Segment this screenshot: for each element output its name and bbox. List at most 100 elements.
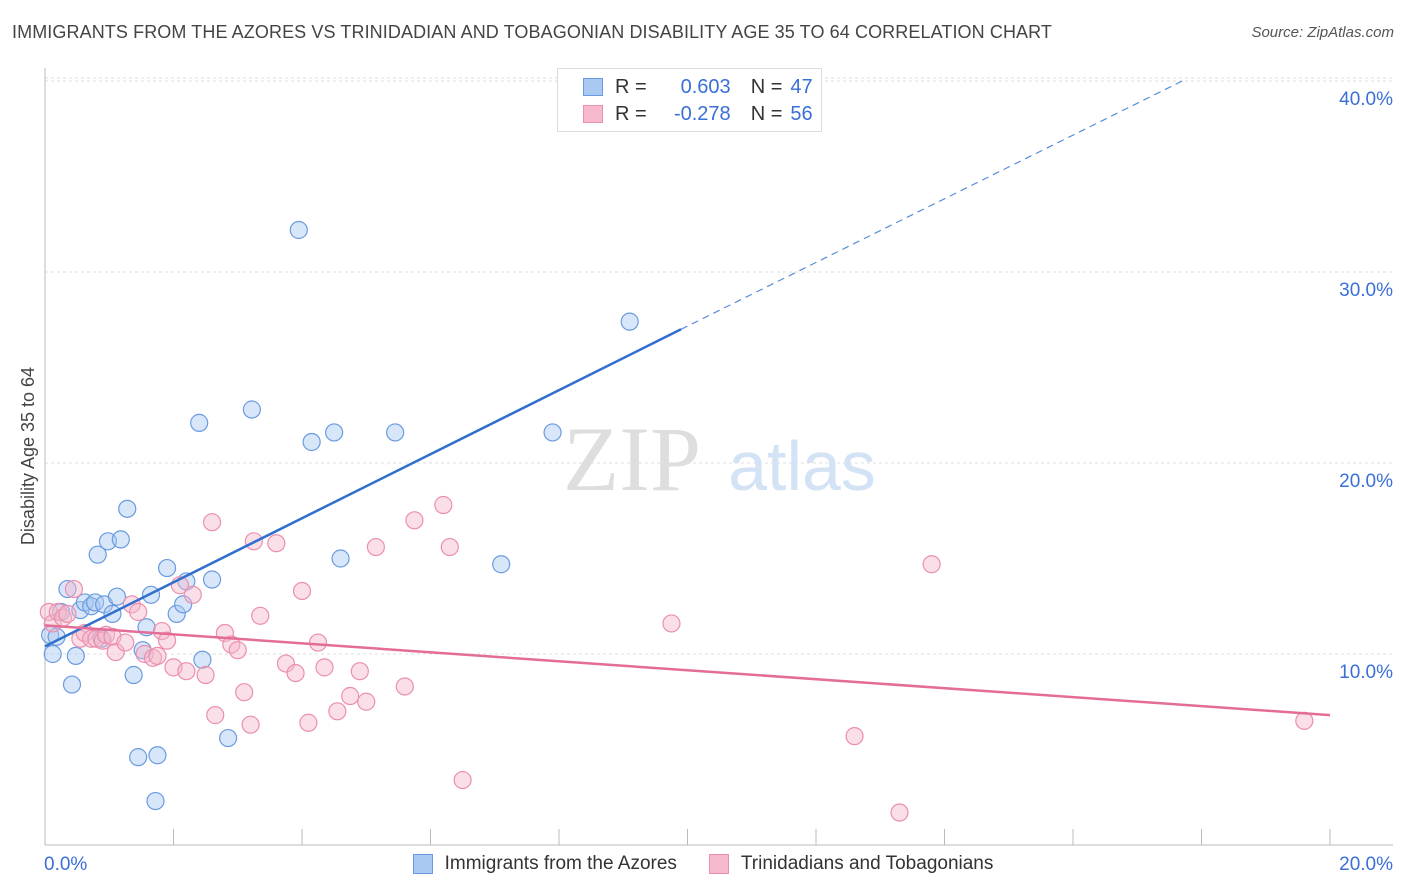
trinidad-point: [202, 513, 222, 532]
trinidad-point: [196, 665, 215, 685]
azores-point: [331, 549, 350, 568]
azores-point: [58, 579, 77, 599]
azores-point: [62, 675, 82, 694]
y-tick-label: 30.0%: [1339, 280, 1393, 301]
trinidad-point: [152, 621, 172, 641]
azores-point: [118, 499, 137, 518]
trinidad-point: [845, 727, 864, 746]
azores-point: [124, 665, 143, 685]
n-value: 47: [790, 75, 813, 98]
trinidad-point: [405, 511, 424, 530]
trinidad-point: [82, 629, 101, 648]
trinidad-point: [267, 534, 286, 553]
trinidad-point: [395, 677, 414, 696]
watermark-atlas: atlas: [728, 427, 876, 505]
y-tick-label: 10.0%: [1339, 662, 1393, 683]
azores-point: [193, 650, 212, 669]
trinidad-point: [93, 631, 112, 650]
azores-swatch: [583, 78, 603, 96]
trinidad-point: [890, 803, 909, 822]
trinidad-point: [235, 683, 254, 702]
trinidad-point: [241, 715, 260, 734]
n-value: 56: [790, 102, 813, 125]
legend-label-azores: Immigrants from the Azores: [444, 853, 677, 874]
trinidad-point: [148, 646, 167, 666]
trinidad-point: [64, 579, 84, 599]
trinidad-point: [315, 658, 334, 677]
stats-legend: R = 0.603 N = 47 R = -0.278 N = 56: [557, 68, 822, 132]
r-value: 0.603: [680, 75, 731, 98]
source-label: Source: ZipAtlas.com: [1251, 24, 1394, 41]
legend-item-azores: Immigrants from the Azores: [412, 853, 677, 875]
trinidad-point: [366, 537, 385, 557]
data-points: [39, 220, 1314, 822]
x-tick-label: 20.0%: [1339, 854, 1393, 875]
azores-point: [111, 530, 130, 549]
trinidad-legend-swatch: [708, 854, 729, 874]
legend-item-trinidad: Trinidadians and Tobagonians: [708, 853, 994, 875]
azores-point: [107, 587, 127, 606]
legend-label-trinidad: Trinidadians and Tobagonians: [740, 853, 994, 874]
azores-point: [386, 423, 405, 442]
trinidad-swatch: [583, 105, 603, 123]
trinidad-point: [434, 495, 453, 515]
r-label: R =: [615, 102, 647, 125]
azores-point: [174, 595, 193, 614]
trinidad-point: [308, 633, 328, 652]
stats-row-trinidad: R = -0.278 N = 56: [558, 101, 813, 127]
chart-title: IMMIGRANTS FROM THE AZORES VS TRINIDADIA…: [12, 22, 1053, 42]
trinidad-point: [106, 642, 125, 662]
trinidad-trend-line: [44, 624, 1331, 717]
azores-point: [190, 413, 209, 432]
n-label: N =: [750, 75, 783, 98]
trinidad-point: [328, 702, 347, 721]
azores-point: [202, 570, 222, 589]
trinidad-point: [922, 555, 941, 574]
azores-point: [543, 423, 562, 442]
trinidad-point: [341, 686, 360, 706]
r-value: -0.278: [673, 102, 731, 125]
trinidad-point: [116, 633, 135, 652]
azores-trend-extension: [680, 80, 1183, 330]
azores-point: [219, 728, 238, 748]
n-label: N =: [750, 102, 783, 125]
tick-labels: 10.0% 20.0% 30.0% 40.0% 0.0% 20.0%: [44, 89, 1393, 875]
x-tick-label: 0.0%: [44, 854, 87, 875]
azores-point: [242, 400, 261, 419]
watermark: ZIP atlas: [563, 408, 876, 510]
trinidad-point: [206, 706, 225, 725]
azores-point: [146, 791, 165, 811]
trinidad-point: [157, 631, 177, 650]
trinidad-point: [129, 602, 148, 622]
trend-lines: [44, 80, 1331, 717]
azores-point: [167, 604, 186, 623]
trinidad-point: [350, 662, 369, 681]
trinidad-point: [662, 614, 681, 633]
trinidad-point: [177, 662, 196, 681]
series-legend: Immigrants from the Azores Trinidadians …: [0, 850, 1406, 878]
y-tick-label: 20.0%: [1339, 471, 1393, 492]
azores-point: [86, 593, 105, 612]
trinidad-point: [453, 770, 472, 790]
stats-row-azores: R = 0.603 N = 47: [558, 74, 813, 100]
azores-point: [157, 558, 177, 578]
azores-trend-line: [44, 328, 682, 648]
azores-point: [43, 644, 62, 664]
trinidad-point: [299, 713, 318, 732]
trinidad-point: [292, 581, 312, 601]
watermark-zip: ZIP: [563, 408, 701, 510]
trinidad-point: [183, 585, 202, 604]
trinidad-point: [58, 604, 77, 623]
trinidad-point: [228, 641, 247, 660]
azores-point: [492, 555, 511, 574]
axes: [44, 68, 1393, 846]
azores-point: [289, 220, 308, 240]
trinidad-point: [251, 606, 270, 625]
trinidad-point: [87, 629, 106, 648]
azores-point: [325, 423, 344, 442]
azores-point: [302, 432, 321, 452]
trinidad-point: [286, 663, 305, 683]
r-label: R =: [615, 75, 647, 98]
trinidad-point: [440, 537, 459, 557]
